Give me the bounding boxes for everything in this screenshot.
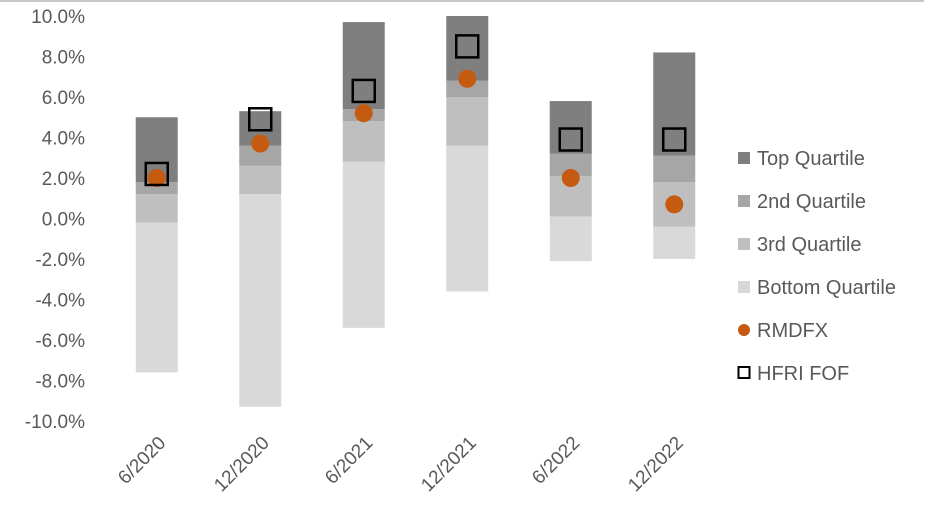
point-markers <box>144 34 687 214</box>
legend-label: HFRI FOF <box>757 363 849 385</box>
legend-swatch <box>738 195 750 207</box>
quartile-bars <box>135 16 696 407</box>
point-rmdfx <box>354 104 373 123</box>
legend-label: Bottom Quartile <box>757 277 896 299</box>
y-tick-label: 2.0% <box>42 169 85 190</box>
legend-label: RMDFX <box>757 320 828 342</box>
legend-item-top-quartile: Top Quartile <box>738 148 865 170</box>
bar-bottom-quartile <box>549 216 592 262</box>
point-rmdfx <box>251 134 270 153</box>
point-rmdfx <box>147 169 166 187</box>
bar-2nd-quartile <box>653 155 696 183</box>
point-hfri-fof <box>144 161 169 187</box>
point-rmdfx <box>561 169 580 187</box>
y-tick-label: 10.0% <box>31 7 85 28</box>
point-hfri-fof <box>558 127 583 152</box>
bar-2nd-quartile <box>446 80 489 97</box>
y-tick-label: 6.0% <box>42 88 85 109</box>
legend-swatch <box>737 366 751 379</box>
bar-2nd-quartile <box>549 153 592 176</box>
legend-label: 2nd Quartile <box>757 191 866 213</box>
point-hfri-fof <box>455 34 480 59</box>
legend: Top Quartile 2nd Quartile 3rd Quartile Bott… <box>737 148 896 385</box>
bar-3rd-quartile <box>342 121 385 162</box>
y-tick-label: 0.0% <box>42 210 85 231</box>
legend-swatch <box>738 152 750 164</box>
legend-item-hfri-fof: HFRI FOF <box>737 363 849 385</box>
bar-top-quartile <box>342 22 385 110</box>
legend-swatch <box>738 281 750 293</box>
legend-label: Top Quartile <box>757 148 865 170</box>
x-tick-label: 12/2022 <box>624 433 687 496</box>
x-tick-label: 6/2022 <box>528 433 584 489</box>
bar-bottom-quartile <box>342 161 385 328</box>
x-axis-tick-labels: 6/2020 12/2020 6/2021 12/2021 6/2022 12/2022 <box>114 433 687 496</box>
point-hfri-fof <box>662 127 687 152</box>
point-hfri-fof <box>248 107 273 132</box>
y-tick-label: -4.0% <box>35 291 85 312</box>
legend-label: 3rd Quartile <box>757 234 862 256</box>
bar-bottom-quartile <box>239 194 282 407</box>
y-tick-label: -2.0% <box>35 250 85 271</box>
bar-3rd-quartile <box>239 165 282 195</box>
x-tick-label: 6/2021 <box>321 433 377 489</box>
x-tick-label: 6/2020 <box>114 433 170 489</box>
x-tick-label: 12/2020 <box>210 433 273 496</box>
legend-item-3rd-quartile: 3rd Quartile <box>738 234 862 256</box>
legend-item-rmdfx: RMDFX <box>738 320 828 342</box>
bar-bottom-quartile <box>446 145 489 292</box>
point-hfri-fof <box>351 78 376 104</box>
y-tick-label: -6.0% <box>35 331 85 352</box>
bar-bottom-quartile <box>135 222 178 373</box>
bar-bottom-quartile <box>653 226 696 259</box>
point-rmdfx <box>665 195 684 214</box>
y-tick-label: -8.0% <box>35 372 85 393</box>
point-rmdfx <box>458 69 477 88</box>
y-axis-tick-labels: 10.0% 8.0% 6.0% 4.0% 2.0% 0.0% -2.0% -4.0% -6.0%… <box>25 7 85 433</box>
y-tick-label: 4.0% <box>42 129 85 150</box>
legend-item-2nd-quartile: 2nd Quartile <box>738 191 866 213</box>
legend-swatch <box>738 324 750 336</box>
y-tick-label: -10.0% <box>25 412 85 433</box>
bar-2nd-quartile <box>239 145 282 166</box>
bar-3rd-quartile <box>135 194 178 223</box>
legend-item-bottom-quartile: Bottom Quartile <box>738 277 896 299</box>
y-tick-label: 8.0% <box>42 48 85 69</box>
bar-3rd-quartile <box>446 97 489 146</box>
x-tick-label: 12/2021 <box>417 433 480 496</box>
legend-swatch <box>738 238 750 250</box>
bar-top-quartile <box>653 52 696 156</box>
